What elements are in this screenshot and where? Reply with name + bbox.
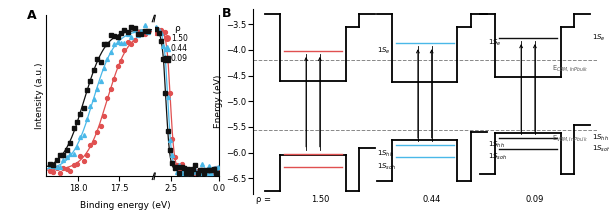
Text: $1S_{hh}$: $1S_{hh}$ (376, 149, 393, 159)
Text: 0.44: 0.44 (423, 195, 441, 204)
Text: E$_{VBM, InP bulk}$: E$_{VBM, InP bulk}$ (552, 133, 588, 143)
Text: $1S_{soh}$: $1S_{soh}$ (592, 143, 609, 154)
Text: $1S_{hh}$: $1S_{hh}$ (488, 140, 505, 150)
Text: B: B (222, 7, 231, 20)
Text: 1.50: 1.50 (311, 195, 329, 204)
Text: Binding energy (eV): Binding energy (eV) (80, 201, 170, 210)
Text: $1S_e$: $1S_e$ (376, 46, 390, 56)
Y-axis label: Intensity (a.u.): Intensity (a.u.) (35, 63, 44, 129)
Text: 0.09: 0.09 (526, 195, 544, 204)
Text: $1S_{soh}$: $1S_{soh}$ (488, 152, 508, 162)
Text: E$_{CBM, InP bulk}$: E$_{CBM, InP bulk}$ (552, 63, 588, 73)
Legend: 1.50, 0.44, 0.09: 1.50, 0.44, 0.09 (163, 21, 191, 66)
Text: $1S_e$: $1S_e$ (488, 38, 502, 48)
Text: ρ =: ρ = (256, 195, 271, 204)
Text: A: A (27, 9, 36, 22)
Text: $1S_{soh}$: $1S_{soh}$ (376, 162, 396, 172)
Text: $1S_e$: $1S_e$ (592, 33, 605, 43)
Y-axis label: Energy (eV): Energy (eV) (214, 75, 224, 128)
Text: $1S_{hh}$: $1S_{hh}$ (592, 133, 608, 143)
